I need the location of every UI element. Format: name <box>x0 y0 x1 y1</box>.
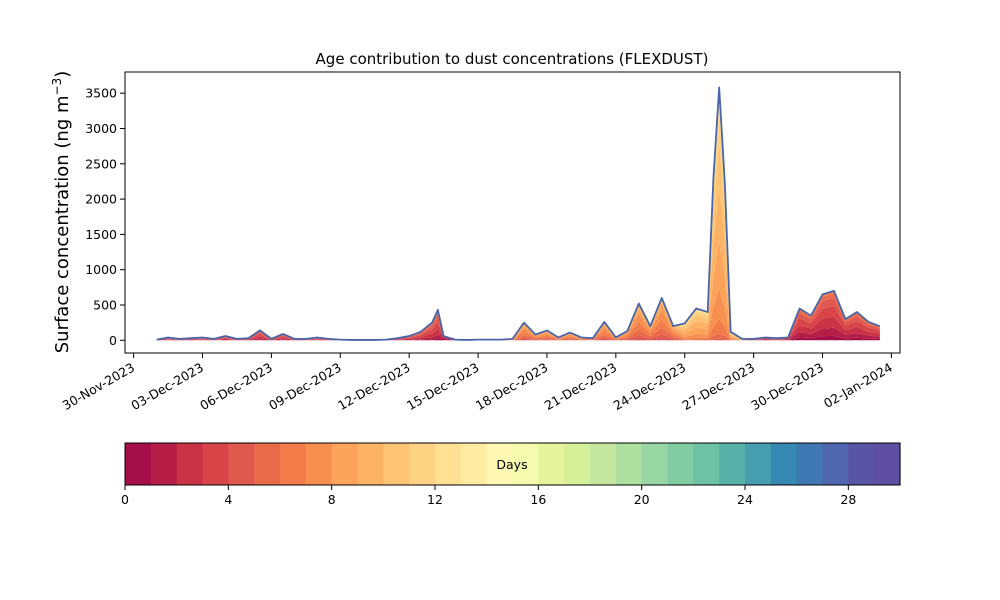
y-tick-label: 1500 <box>85 227 117 242</box>
y-axis-label-main: Surface concentration (ng m <box>52 95 73 353</box>
colorbar-segment <box>770 443 798 485</box>
y-tick-label: 2000 <box>85 192 117 207</box>
y-axis-label-close: ) <box>52 71 73 78</box>
x-tick-label: 30-Dec-2023 <box>748 360 826 413</box>
total-line-path <box>156 86 881 341</box>
age-layer-18 <box>156 87 880 340</box>
colorbar-segment <box>383 443 410 485</box>
age-stack-areas <box>156 87 880 341</box>
colorbar-segment <box>486 443 514 485</box>
colorbar-segment <box>641 443 669 485</box>
x-tick-label: 12-Dec-2023 <box>335 360 413 413</box>
age-layer-29 <box>156 87 880 340</box>
y-tick-label: 500 <box>93 297 117 312</box>
colorbar-tick-label: 20 <box>634 492 650 507</box>
colorbar-segment <box>435 443 462 485</box>
colorbar-tick-label: 8 <box>328 492 336 507</box>
age-layer-17 <box>156 87 880 340</box>
x-tick-label: 18-Dec-2023 <box>473 360 551 413</box>
colorbar-segment <box>745 443 772 485</box>
y-axis-label-exponent: −3 <box>50 78 64 96</box>
colorbar-label: Days <box>496 457 527 472</box>
colorbar-segment <box>331 443 359 485</box>
chart-title: Age contribution to dust concentrations … <box>316 50 709 68</box>
age-layer-28 <box>156 87 880 340</box>
colorbar-segment <box>125 443 152 485</box>
colorbar-segment <box>796 443 824 485</box>
colorbar-segment <box>176 443 204 485</box>
colorbar-segment <box>254 443 281 485</box>
age-layer-0 <box>156 335 880 341</box>
age-layer-11 <box>156 108 880 341</box>
y-axis-label: Surface concentration (ng m−3) <box>50 71 73 354</box>
colorbar-segment <box>848 443 875 485</box>
colorbar-tick-label: 24 <box>737 492 753 507</box>
colorbar-tick-label: 4 <box>224 492 232 507</box>
colorbar-tick-label: 16 <box>530 492 546 507</box>
colorbar-segment <box>538 443 565 485</box>
colorbar-segment <box>228 443 255 485</box>
age-layer-14 <box>156 87 880 340</box>
colorbar-segment <box>512 443 539 485</box>
age-layer-9 <box>156 186 880 341</box>
colorbar-segment <box>874 443 901 485</box>
colorbar-tick-label: 28 <box>840 492 856 507</box>
x-tick-label: 21-Dec-2023 <box>542 360 620 413</box>
x-tick-label: 02-Jan-2024 <box>821 360 895 411</box>
total-concentration-line <box>156 86 881 341</box>
x-axis: 30-Nov-202303-Dec-202306-Dec-202309-Dec-… <box>60 353 895 413</box>
colorbar-segment <box>693 443 720 485</box>
colorbar-segment <box>590 443 617 485</box>
x-tick-label: 27-Dec-2023 <box>680 360 758 413</box>
age-layer-24 <box>156 87 880 340</box>
age-layer-27 <box>156 87 880 340</box>
age-layer-25 <box>156 87 880 340</box>
x-tick-label: 06-Dec-2023 <box>197 360 275 413</box>
y-tick-label: 2500 <box>85 156 117 171</box>
age-layer-21 <box>156 87 880 340</box>
colorbar-segment <box>460 443 488 485</box>
x-tick-label: 30-Nov-2023 <box>60 360 137 413</box>
colorbar <box>125 443 901 485</box>
age-layer-10 <box>156 139 880 341</box>
colorbar-segment <box>150 443 178 485</box>
age-layer-13 <box>156 89 880 340</box>
age-layer-8 <box>156 241 880 341</box>
age-layer-19 <box>156 87 880 340</box>
age-layer-15 <box>156 87 880 340</box>
x-tick-label: 09-Dec-2023 <box>266 360 344 413</box>
colorbar-ticks: 0 4 8 12 16 20 24 28 <box>121 485 856 507</box>
y-axis: 0 500 1000 1500 2000 2500 3000 3500 <box>85 86 125 348</box>
x-tick-label: 15-Dec-2023 <box>404 360 482 413</box>
colorbar-tick-label: 12 <box>427 492 443 507</box>
y-tick-label: 1000 <box>85 262 117 277</box>
y-tick-label: 0 <box>109 333 117 348</box>
colorbar-segment <box>564 443 591 485</box>
colorbar-tick-label: 0 <box>121 492 129 507</box>
y-tick-label: 3000 <box>85 121 117 136</box>
colorbar-segment <box>822 443 849 485</box>
colorbar-segment <box>667 443 694 485</box>
colorbar-segment <box>357 443 384 485</box>
age-layer-23 <box>156 87 880 340</box>
age-layer-20 <box>156 87 880 340</box>
colorbar-segment <box>202 443 229 485</box>
colorbar-segment <box>409 443 436 485</box>
y-tick-label: 3500 <box>85 86 117 101</box>
age-layer-22 <box>156 87 880 340</box>
plot-frame <box>124 71 901 354</box>
x-tick-label: 24-Dec-2023 <box>611 360 689 413</box>
colorbar-segment <box>615 443 643 485</box>
colorbar-segment <box>280 443 307 485</box>
x-tick-label: 03-Dec-2023 <box>128 360 206 413</box>
colorbar-segment <box>305 443 333 485</box>
age-layer-16 <box>156 87 880 340</box>
colorbar-frame <box>124 442 901 486</box>
age-layer-12 <box>156 94 880 341</box>
age-layer-26 <box>156 87 880 340</box>
colorbar-segment <box>719 443 746 485</box>
